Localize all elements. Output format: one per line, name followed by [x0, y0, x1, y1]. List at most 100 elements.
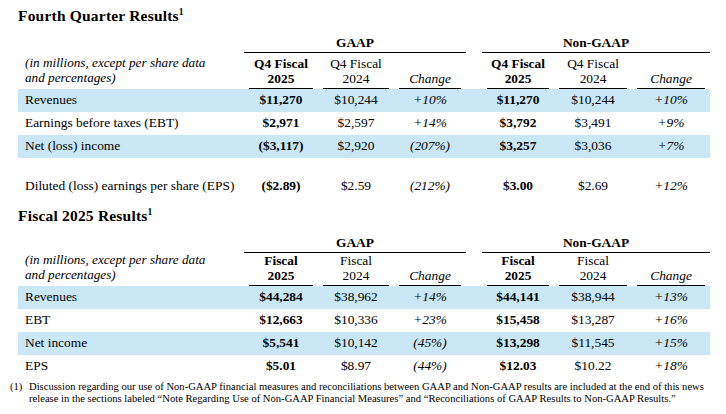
units-note: (in millions, except per share dataand p… — [18, 253, 244, 286]
col-header-nongaap-change: Change — [637, 268, 705, 286]
row-label: EBT — [18, 309, 244, 332]
cell-nongaap-change: +16% — [632, 309, 710, 332]
section-title-fy: Fiscal 2025 Results1 — [18, 207, 710, 226]
units-note: (in millions, except per share dataand p… — [18, 53, 244, 89]
section-title-fy-text: Fiscal 2025 Results — [18, 207, 148, 224]
col-header-gaap-2024: Fiscal2024 — [323, 253, 389, 286]
cell-nongaap-change: +12% — [632, 158, 710, 197]
group-header-gaap-cell: GAAP — [244, 32, 466, 53]
column-header-row: (in millions, except per share dataand p… — [18, 253, 710, 286]
col-header-nongaap-change: Change — [637, 71, 705, 89]
cell-nongaap-prev: $10,244 — [554, 89, 632, 112]
row-label: Diluted (loss) earnings per share (EPS) — [18, 158, 244, 197]
cell-nongaap-prev: $10.22 — [554, 355, 632, 378]
cell-nongaap-prev: $3,036 — [554, 135, 632, 158]
footnote-reference: 1 — [179, 7, 184, 17]
col-header-nongaap-2024: Fiscal2024 — [559, 253, 627, 286]
cell-nongaap-change: +9% — [632, 112, 710, 135]
cell-gaap-cur: $5,541 — [244, 332, 318, 355]
row-label: EPS — [18, 355, 244, 378]
col-header-nongaap-cur-cell: Q4 Fiscal2025 — [482, 53, 554, 89]
cell-nongaap-change: +10% — [632, 89, 710, 112]
group-header-gaap-cell: GAAP — [244, 232, 466, 253]
col-header-nongaap-prev-cell: Fiscal2024 — [554, 253, 632, 286]
cell-gaap-change: (44%) — [394, 355, 466, 378]
column-gap — [466, 309, 482, 332]
cell-gaap-cur: $5.01 — [244, 355, 318, 378]
column-gap — [466, 135, 482, 158]
cell-gaap-prev: $2,597 — [318, 112, 394, 135]
cell-gaap-prev: $10,142 — [318, 332, 394, 355]
col-header-nongaap-cur-cell: Fiscal2025 — [482, 253, 554, 286]
col-header-gaap-change: Change — [399, 71, 461, 89]
column-gap — [466, 253, 482, 286]
group-header-row: GAAP Non-GAAP — [18, 232, 710, 253]
footnote-reference: 1 — [148, 207, 153, 217]
cell-gaap-change: +14% — [394, 286, 466, 309]
col-header-gaap-2025: Fiscal2025 — [249, 253, 313, 286]
table-row-net-income: Net (loss) income ($3,117) $2,920 (207%)… — [18, 135, 710, 158]
col-header-gaap-cur-cell: Q4 Fiscal2025 — [244, 53, 318, 89]
column-gap — [466, 286, 482, 309]
cell-gaap-change: +14% — [394, 112, 466, 135]
group-header-non-gaap: Non-GAAP — [482, 35, 710, 53]
group-header-gaap: GAAP — [244, 235, 466, 253]
cell-gaap-change: +10% — [394, 89, 466, 112]
empty-cell — [18, 232, 244, 253]
cell-gaap-prev: $2,920 — [318, 135, 394, 158]
cell-gaap-cur: $12,663 — [244, 309, 318, 332]
cell-gaap-prev: $8.97 — [318, 355, 394, 378]
document: Fourth Quarter Results1 GAAP Non-GAAP (i… — [0, 0, 726, 406]
col-header-gaap-change: Change — [399, 268, 461, 286]
col-header-nongaap-change-cell: Change — [632, 253, 710, 286]
cell-gaap-prev: $38,962 — [318, 286, 394, 309]
group-header-nongaap-cell: Non-GAAP — [482, 32, 710, 53]
cell-nongaap-cur: $15,458 — [482, 309, 554, 332]
cell-gaap-cur: $11,270 — [244, 89, 318, 112]
col-header-gaap-change-cell: Change — [394, 253, 466, 286]
cell-gaap-cur: ($3,117) — [244, 135, 318, 158]
cell-nongaap-change: +15% — [632, 332, 710, 355]
col-header-gaap-change-cell: Change — [394, 53, 466, 89]
cell-nongaap-cur: $13,298 — [482, 332, 554, 355]
table-row-eps: EPS $5.01 $8.97 (44%) $12.03 $10.22 +18% — [18, 355, 710, 378]
column-gap — [466, 53, 482, 89]
cell-nongaap-prev: $13,287 — [554, 309, 632, 332]
col-header-gaap-cur-cell: Fiscal2025 — [244, 253, 318, 286]
row-label: Revenues — [18, 89, 244, 112]
cell-nongaap-cur: $3,792 — [482, 112, 554, 135]
col-header-nongaap-change-cell: Change — [632, 53, 710, 89]
cell-gaap-prev: $10,336 — [318, 309, 394, 332]
cell-gaap-cur: $44,284 — [244, 286, 318, 309]
row-label: Net (loss) income — [18, 135, 244, 158]
group-header-row: GAAP Non-GAAP — [18, 32, 710, 53]
cell-nongaap-prev: $3,491 — [554, 112, 632, 135]
cell-gaap-prev: $2.59 — [318, 158, 394, 197]
table-row-revenues: Revenues $44,284 $38,962 +14% $44,141 $3… — [18, 286, 710, 309]
col-header-nongaap-prev-cell: Q4 Fiscal2024 — [554, 53, 632, 89]
col-header-gaap-prev-cell: Q4 Fiscal2024 — [318, 53, 394, 89]
cell-nongaap-prev: $2.69 — [554, 158, 632, 197]
column-gap — [466, 355, 482, 378]
table-row-ebt: Earnings before taxes (EBT) $2,971 $2,59… — [18, 112, 710, 135]
cell-nongaap-change: +13% — [632, 286, 710, 309]
column-gap — [466, 332, 482, 355]
cell-gaap-change: (212%) — [394, 158, 466, 197]
table-row-revenues: Revenues $11,270 $10,244 +10% $11,270 $1… — [18, 89, 710, 112]
cell-nongaap-change: +18% — [632, 355, 710, 378]
col-header-gaap-2024: Q4 Fiscal2024 — [323, 56, 389, 89]
group-header-gaap: GAAP — [244, 35, 466, 53]
cell-nongaap-cur: $11,270 — [482, 89, 554, 112]
row-label: Earnings before taxes (EBT) — [18, 112, 244, 135]
q4-results-table: GAAP Non-GAAP (in millions, except per s… — [18, 32, 710, 197]
col-header-nongaap-2025: Fiscal2025 — [487, 253, 549, 286]
col-header-nongaap-2025: Q4 Fiscal2025 — [487, 56, 549, 89]
cell-gaap-change: +23% — [394, 309, 466, 332]
cell-gaap-cur: ($2.89) — [244, 158, 318, 197]
fy-results-table: GAAP Non-GAAP (in millions, except per s… — [18, 232, 710, 378]
col-header-nongaap-2024: Q4 Fiscal2024 — [559, 56, 627, 89]
cell-nongaap-cur: $3.00 — [482, 158, 554, 197]
row-label: Revenues — [18, 286, 244, 309]
cell-gaap-prev: $10,244 — [318, 89, 394, 112]
section-title-q4-text: Fourth Quarter Results — [18, 7, 179, 24]
